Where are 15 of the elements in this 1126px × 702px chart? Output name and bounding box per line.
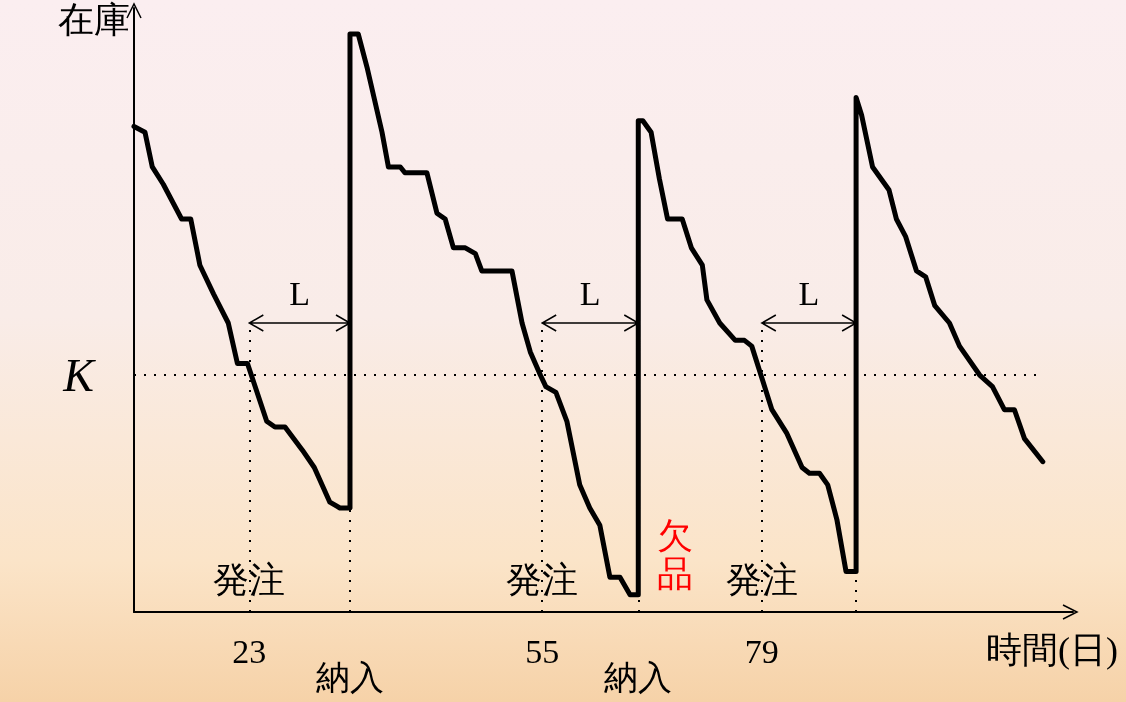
annotation: 発注 [725, 560, 798, 601]
ref-line-label: 納入 [604, 658, 673, 696]
x-axis-title: 時間(日) [986, 630, 1119, 670]
annotation: 欠品 [657, 516, 693, 594]
annotation: 発注 [213, 560, 286, 601]
x-tick-label: 23 [232, 632, 267, 670]
annotation: L [579, 274, 601, 312]
x-tick-label: 55 [525, 632, 560, 670]
y-axis-title: 在庫 [58, 0, 130, 40]
x-tick-label: 79 [744, 632, 779, 670]
ref-line-label: K [62, 349, 97, 401]
annotation: 発注 [506, 560, 579, 601]
annotation: L [798, 274, 820, 312]
annotation: L [289, 274, 311, 312]
ref-line-label: 納入 [315, 658, 384, 696]
